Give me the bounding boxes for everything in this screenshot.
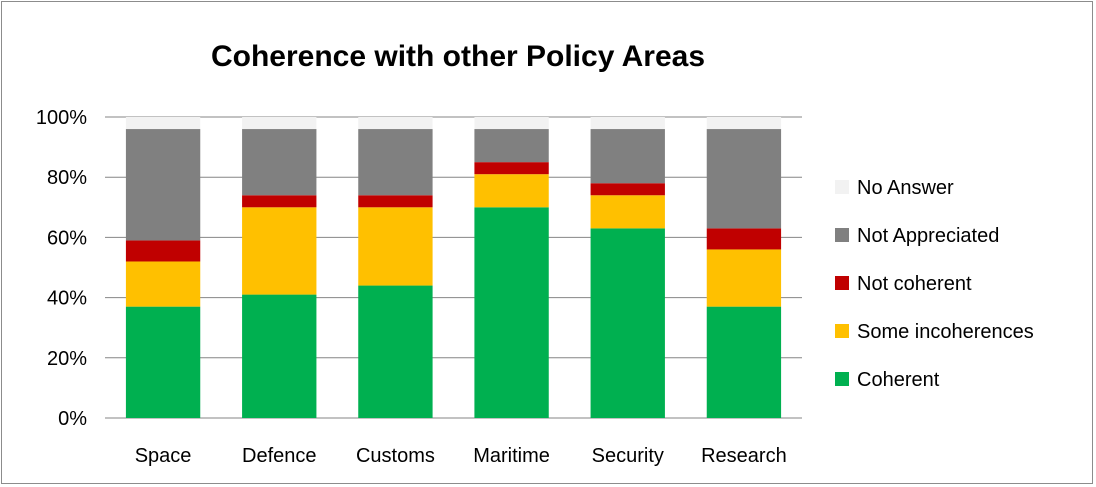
bar-segment xyxy=(242,117,317,130)
legend-label: No Answer xyxy=(857,177,954,199)
bar-stacks xyxy=(125,117,782,418)
bar-segment xyxy=(125,129,201,241)
legend-swatch xyxy=(835,276,849,290)
bar-segment xyxy=(358,129,433,196)
legend-swatch xyxy=(835,324,849,338)
legend: No Answer Not Appreciated Not coherent Some… xyxy=(835,177,1034,391)
legend-label: Coherent xyxy=(857,369,940,391)
bar-segment xyxy=(242,195,317,208)
x-tick-label: Maritime xyxy=(473,445,550,467)
chart-title: Coherence with other Policy Areas xyxy=(211,40,705,73)
legend-swatch xyxy=(835,372,849,386)
bar-segment xyxy=(706,129,782,229)
y-tick-label: 80% xyxy=(47,167,87,189)
legend-swatch xyxy=(835,228,849,242)
bar-segment xyxy=(358,117,433,130)
bar-segment xyxy=(590,117,665,130)
bar-segment xyxy=(125,117,201,130)
y-tick-label: 0% xyxy=(58,408,87,430)
bar-segment xyxy=(358,285,433,418)
bar-segment xyxy=(358,195,433,208)
x-tick-label: Security xyxy=(592,445,664,467)
bar-segment xyxy=(358,207,433,286)
bar-segment xyxy=(125,306,201,418)
bar-segment xyxy=(474,162,549,175)
bar-segment xyxy=(706,249,782,307)
bar-segment xyxy=(125,240,201,262)
bar-segment xyxy=(125,261,201,307)
y-tick-label: 40% xyxy=(47,288,87,310)
legend-label: Some incoherences xyxy=(857,321,1034,343)
bar-segment xyxy=(590,228,665,418)
x-tick-label: Customs xyxy=(356,445,435,467)
x-tick-label: Defence xyxy=(242,445,317,467)
bar-segment xyxy=(242,294,317,418)
bar-segment xyxy=(706,117,782,130)
bar-segment xyxy=(474,207,549,418)
y-tick-label: 20% xyxy=(47,348,87,370)
bar-segment xyxy=(474,174,549,208)
x-tick-label: Research xyxy=(701,445,787,467)
y-tick-label: 100% xyxy=(36,107,87,129)
bar-segment xyxy=(474,129,549,163)
legend-label: Not Appreciated xyxy=(857,225,999,247)
bar-segment xyxy=(474,117,549,130)
bar-segment xyxy=(242,207,317,295)
bar-segment xyxy=(242,129,317,196)
bar-segment xyxy=(590,129,665,184)
legend-swatch xyxy=(835,180,849,194)
y-axis-tick-labels: 0% 20% 40% 60% 80% 100% xyxy=(36,107,87,430)
y-tick-label: 60% xyxy=(47,227,87,249)
x-axis-tick-labels: Space Defence Customs Maritime Security Resea… xyxy=(135,445,787,467)
legend-label: Not coherent xyxy=(857,273,972,295)
bar-segment xyxy=(706,306,782,418)
gridlines xyxy=(105,116,802,419)
bar-segment xyxy=(590,183,665,196)
bar-segment xyxy=(706,228,782,250)
bar-segment xyxy=(590,195,665,229)
x-tick-label: Space xyxy=(135,445,192,467)
